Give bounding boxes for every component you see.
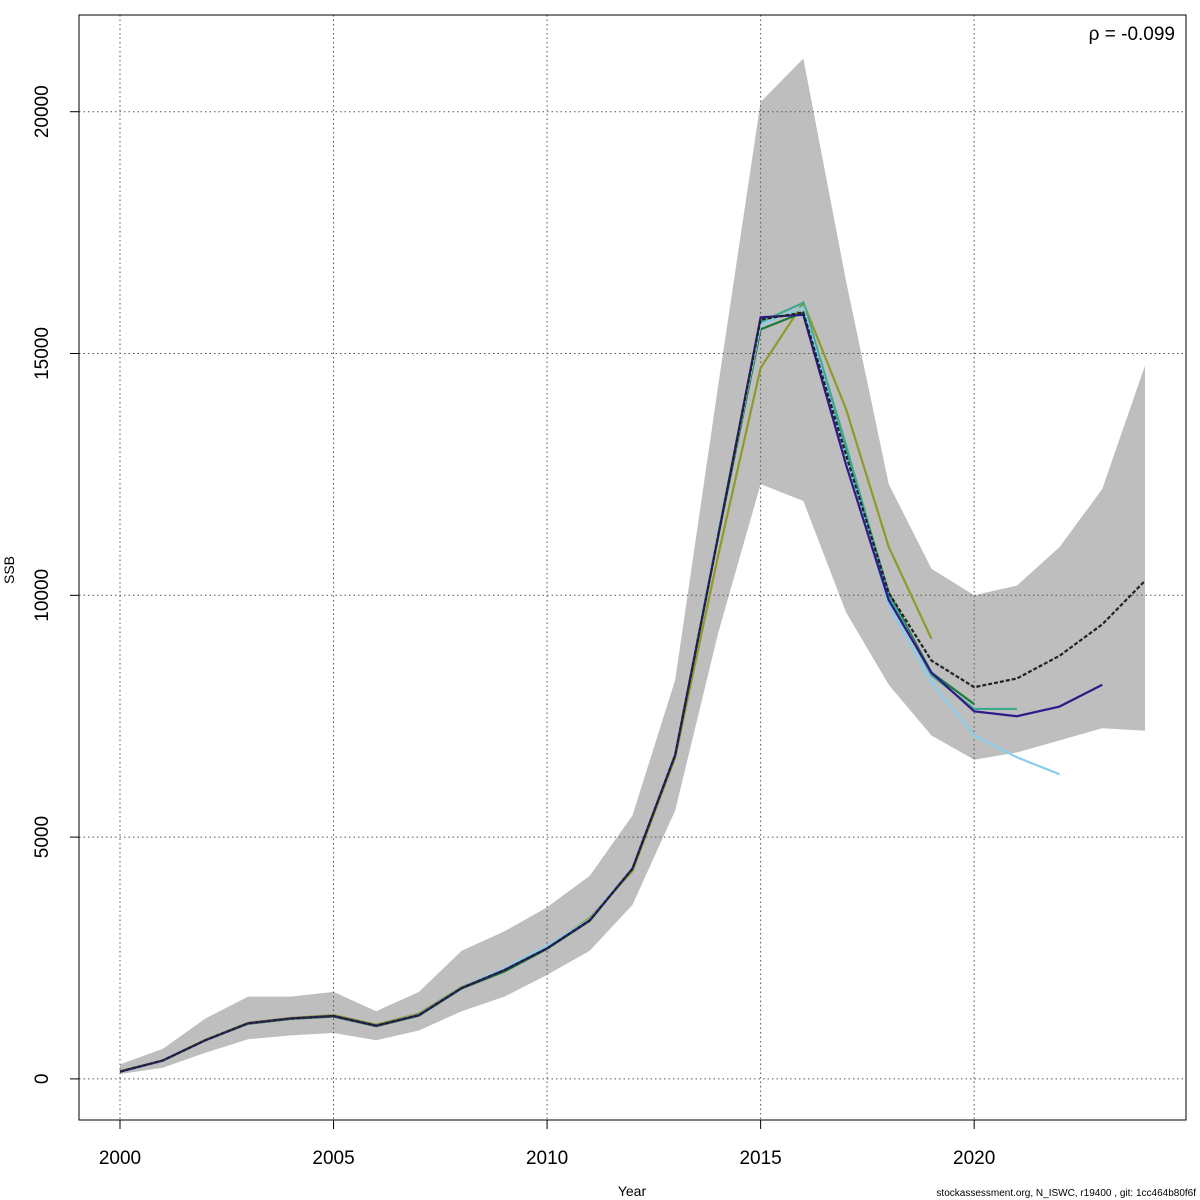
y-axis-label: SSB	[1, 556, 17, 584]
x-tick-label: 2020	[953, 1148, 995, 1169]
annotation: ρ = -0.099	[1089, 24, 1175, 45]
series-line	[119, 311, 1146, 1073]
series-line	[119, 313, 1103, 1073]
x-tick-label: 2005	[312, 1148, 354, 1169]
footer: stockassessment.org, N_ISWC, r19400 , gi…	[936, 1188, 1196, 1199]
y-tick-label: 20000	[32, 85, 53, 138]
y-tick-label: 0	[32, 1074, 53, 1085]
x-tick-label: 2015	[739, 1148, 781, 1169]
y-tick-label: 15000	[32, 327, 53, 380]
x-tick-label: 2010	[526, 1148, 568, 1169]
x-tick-label: 2000	[99, 1148, 141, 1169]
x-axis-label: Year	[618, 1183, 647, 1199]
y-tick-label: 5000	[32, 816, 53, 858]
plot-frame	[78, 14, 1187, 1121]
y-tick-label: 10000	[32, 569, 53, 622]
confidence-band	[120, 58, 1145, 1075]
